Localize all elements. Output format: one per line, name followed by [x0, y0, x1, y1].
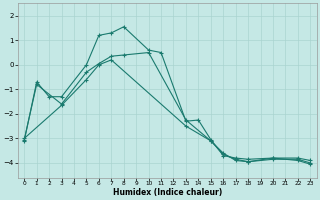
X-axis label: Humidex (Indice chaleur): Humidex (Indice chaleur) — [113, 188, 222, 197]
